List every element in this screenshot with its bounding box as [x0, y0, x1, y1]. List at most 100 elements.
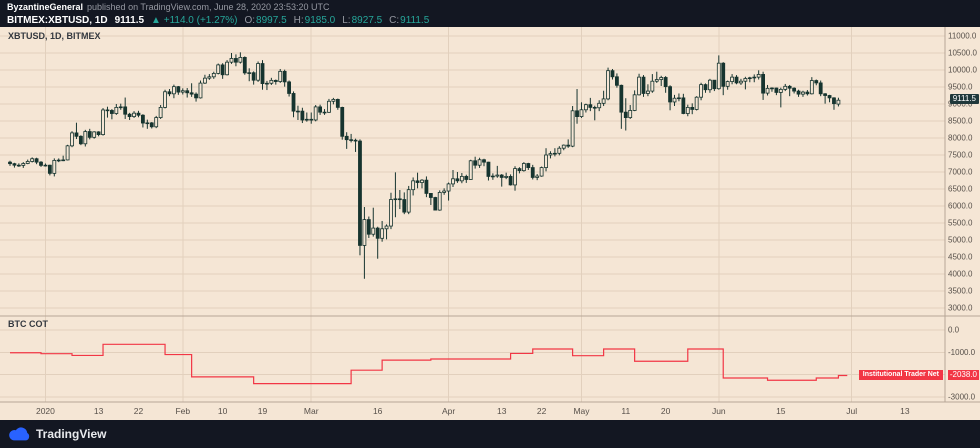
candle-body	[8, 161, 12, 165]
candle-body	[43, 164, 48, 167]
candle-body	[490, 175, 495, 178]
candle-body	[495, 174, 500, 177]
publish-info: published on TradingView.com, June 28, 2…	[87, 1, 330, 12]
ohlc-open: O: 8997.5	[244, 15, 286, 26]
price-axis-label: 6000.0	[948, 202, 973, 211]
candle-body	[584, 104, 588, 111]
time-axis-label: 22	[537, 406, 547, 416]
candle-body	[455, 178, 460, 182]
price-chart-canvas[interactable]: 3000.0 3500.0 4000.0 4500.0 5000.0 5500.0 6000…	[0, 27, 980, 420]
candle-body	[761, 74, 765, 94]
candle-body	[818, 82, 823, 95]
candle-body	[752, 76, 757, 79]
candle-body	[685, 107, 690, 114]
candle-body	[677, 97, 681, 100]
time-axis-label: 11	[621, 406, 630, 416]
candle-body	[451, 178, 455, 185]
candle-body	[743, 78, 748, 82]
candle-body	[207, 76, 212, 79]
time-scale[interactable]	[0, 402, 945, 420]
candle-body	[397, 198, 402, 201]
candle-body	[721, 62, 726, 87]
candle-body	[362, 219, 367, 246]
candle-body	[92, 131, 97, 138]
candle-body	[796, 90, 801, 95]
candle-body	[424, 179, 429, 194]
candle-body	[163, 91, 167, 108]
candle-body	[694, 96, 699, 110]
candle-body	[366, 219, 371, 235]
candle-body	[672, 97, 677, 103]
candle-body	[579, 109, 584, 117]
time-axis-label: Feb	[175, 406, 190, 416]
candle-body	[690, 107, 695, 110]
candle-body	[278, 70, 283, 82]
candle-body	[504, 176, 509, 178]
candle-body	[65, 145, 70, 161]
price-axis-label: 4500.0	[948, 253, 973, 262]
footer-bar: TradingView	[0, 420, 980, 448]
candle-body	[566, 144, 571, 147]
time-axis-label: Mar	[304, 406, 319, 416]
candle-body	[109, 110, 114, 114]
time-axis-label: 22	[134, 406, 144, 416]
cot-pane-title[interactable]: BTC COT	[8, 319, 48, 329]
candle-body	[287, 81, 291, 94]
candle-body	[25, 161, 30, 164]
candle-body	[530, 167, 535, 178]
candle-body	[725, 81, 730, 87]
candle-body	[296, 110, 300, 113]
time-axis-label: 19	[258, 406, 268, 416]
pane-separator[interactable]	[0, 315, 945, 318]
candle-body	[575, 110, 579, 117]
cot-axis-label: -3000.0	[948, 393, 976, 402]
candle-body	[349, 139, 354, 141]
candle-body	[632, 94, 637, 111]
candle-body	[464, 176, 469, 180]
candle-body	[322, 111, 327, 114]
candle-body	[52, 160, 57, 174]
candle-body	[189, 92, 194, 95]
candle-body	[646, 90, 650, 94]
symbol-title[interactable]: BITMEX:XBTUSD, 1D	[7, 14, 108, 26]
candle-body	[380, 228, 385, 239]
chart-legend[interactable]: XBTUSD, 1D, BITMEX	[8, 31, 101, 41]
candle-body	[415, 180, 420, 183]
candle-body	[681, 97, 686, 114]
candle-body	[703, 84, 708, 91]
time-axis-label: 13	[497, 406, 507, 416]
author-name[interactable]: ByzantineGeneral	[7, 1, 84, 12]
candle-body	[428, 193, 433, 198]
candle-body	[654, 79, 659, 82]
price-change: ▲ +114.0 (+1.27%)	[151, 14, 238, 26]
candle-body	[588, 104, 593, 108]
candle-body	[433, 197, 438, 211]
candle-body	[708, 79, 712, 91]
time-axis-label: 10	[218, 406, 228, 416]
tradingview-brand-text[interactable]: TradingView	[36, 427, 107, 441]
price-axis-label: 11000.0	[948, 32, 977, 41]
tradingview-cloud-icon[interactable]	[8, 427, 30, 441]
candle-body	[234, 58, 238, 63]
candle-body	[291, 93, 296, 112]
candle-body	[83, 131, 88, 145]
cot-axis-label: -1000.0	[948, 348, 976, 357]
candle-body	[21, 163, 26, 166]
candle-body	[114, 107, 119, 114]
candle-body	[437, 191, 442, 211]
chart-area[interactable]: 3000.0 3500.0 4000.0 4500.0 5000.0 5500.0 6000…	[0, 27, 980, 420]
candle-body	[87, 131, 92, 138]
candle-body	[770, 87, 774, 90]
price-scale[interactable]	[945, 27, 980, 402]
candle-body	[477, 159, 482, 166]
candle-body	[482, 159, 486, 163]
candle-body	[344, 135, 349, 141]
candle-body	[756, 74, 761, 78]
candle-body	[535, 175, 540, 178]
price-axis-label: 8500.0	[948, 117, 973, 126]
cot-line	[10, 343, 848, 385]
candle-body	[172, 86, 176, 95]
candle-body	[132, 112, 136, 117]
candle-body	[238, 57, 243, 63]
candle-body	[74, 132, 79, 137]
